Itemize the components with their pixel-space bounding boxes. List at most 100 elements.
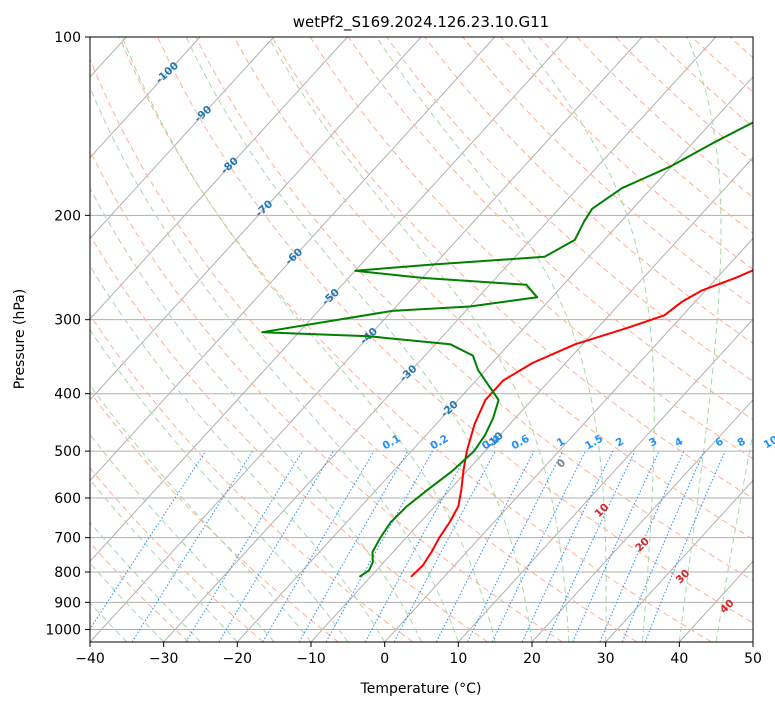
x-tick-label: −20 <box>223 651 253 667</box>
mixing-ratio-line <box>491 450 586 642</box>
mixing-ratio-label: 1 <box>555 435 567 449</box>
isotherm-line <box>90 37 348 320</box>
x-tick-label: 40 <box>670 651 688 667</box>
y-tick-label: 300 <box>54 313 81 329</box>
isotherm-line <box>752 641 753 642</box>
mixing-ratio-label: 0.6 <box>509 433 531 453</box>
moist-adiabat-line <box>121 37 496 642</box>
mixing-ratio-line <box>467 450 564 642</box>
isotherm-line <box>531 399 753 642</box>
mixing-ratio-label: 4 <box>673 435 685 449</box>
isotherm-label: -80 <box>219 155 241 177</box>
moist-adiabat-line <box>90 479 238 642</box>
dry-adiabat-line <box>653 37 753 128</box>
dry-adiabat-line <box>90 313 414 642</box>
line-labels: -100-90-80-70-60-50-40-30-20-100.1 0.2 0.4… <box>154 60 775 616</box>
dry-adiabat-line <box>309 37 753 460</box>
mixing-ratio-line <box>364 450 470 642</box>
moist-adiabat-line <box>90 264 386 642</box>
y-tick-label: 700 <box>54 531 81 547</box>
x-tick-label: −10 <box>296 651 326 667</box>
isotherm-line <box>457 318 753 642</box>
plot-frame <box>89 36 754 643</box>
isotherm-label: -100 <box>154 60 182 87</box>
mixing-ratio-label: 1.5 <box>583 433 605 453</box>
isotherm-line <box>90 37 275 240</box>
moist-adiabat-line <box>90 521 201 642</box>
dry-adiabat-line <box>195 37 753 582</box>
profile-series <box>261 121 753 578</box>
x-axis-ticks: −40 −30 −20 −10 0 10 20 30 40 50 <box>75 642 762 667</box>
isotherm-line <box>236 76 753 642</box>
dry-adiabat-line <box>691 37 753 93</box>
mixing-ratio-line <box>185 450 304 642</box>
x-tick-label: 10 <box>449 651 467 667</box>
mixing-ratio-label: 0.2 <box>428 433 450 453</box>
dry-adiabat-line <box>90 542 190 642</box>
y-tick-label: 500 <box>54 444 81 460</box>
dry-adiabat-line <box>90 149 563 642</box>
moist-adiabat-line <box>519 37 655 642</box>
isotherm-label: -20 <box>439 398 461 420</box>
x-tick-label: 0 <box>380 651 389 667</box>
y-tick-label: 400 <box>54 387 81 403</box>
dry-adiabat-line <box>90 391 339 642</box>
isotherm-line <box>163 37 717 642</box>
moist-adiabat-line <box>267 37 570 642</box>
y-tick-label: 100 <box>54 30 81 46</box>
dry-adiabat-line <box>538 37 753 234</box>
dry-adiabat-line <box>386 37 753 382</box>
mixing-ratio-line <box>90 450 207 631</box>
temperature-profile-line <box>410 269 753 578</box>
y-tick-label: 800 <box>54 565 81 581</box>
mixing-ratio-label: 6 <box>713 435 725 449</box>
isotherm-line <box>90 37 201 159</box>
moist-adiabat-line <box>90 86 459 642</box>
mixing-ratio-line <box>644 450 726 642</box>
x-tick-label: −40 <box>75 651 105 667</box>
isotherm-line <box>384 237 753 642</box>
x-tick-label: 50 <box>744 651 762 667</box>
dry-adiabat-line <box>118 37 712 642</box>
mixing-ratio-line <box>521 450 614 642</box>
moist-adiabat-line <box>185 37 533 642</box>
mixing-ratio-line <box>262 450 375 642</box>
y-tick-label: 900 <box>54 595 81 611</box>
isotherm-line <box>90 37 496 482</box>
dry-adiabat-line <box>90 234 488 642</box>
mixing-ratio-line <box>325 450 433 642</box>
moist-adiabat-label: 40 <box>718 597 737 616</box>
dry-adiabat-line <box>90 58 638 642</box>
mixing-ratio-label: 8 <box>735 435 747 449</box>
mixing-ratio-label: 3 <box>647 435 659 449</box>
dry-adiabat-line <box>233 37 753 540</box>
moist-adiabat-line <box>90 329 349 642</box>
chart-title: wetPf2_S169.2024.126.23.10.G11 <box>293 13 549 32</box>
moist-adiabat-line <box>752 639 753 642</box>
moist-adiabat-line <box>715 430 753 642</box>
dry-adiabat-line <box>157 37 753 624</box>
mixing-ratio-line <box>572 450 660 642</box>
moist-adiabat-label: 30 <box>674 567 693 586</box>
mixing-ratio-label: 10 <box>762 434 775 452</box>
mixing-ratio-line <box>435 450 535 642</box>
y-axis-label: Pressure (hPa) <box>12 289 28 389</box>
mixing-ratio-line <box>545 450 636 642</box>
moist-adiabat-line <box>90 433 275 642</box>
background-lines <box>90 37 753 642</box>
y-tick-label: 600 <box>54 491 81 507</box>
y-tick-label: 1000 <box>45 622 81 638</box>
dry-adiabat-line <box>576 37 753 198</box>
isotherm-line <box>90 37 422 401</box>
mixing-ratio-label: 0.1 <box>381 433 403 453</box>
x-tick-label: −30 <box>149 651 179 667</box>
dry-adiabat-line <box>462 37 753 307</box>
isotherm-line <box>90 37 643 642</box>
mixing-ratio-line <box>621 450 705 642</box>
mixing-ratio-line <box>218 450 334 642</box>
moist-adiabat-line <box>90 187 422 642</box>
x-tick-label: 30 <box>597 651 615 667</box>
dry-adiabat-line <box>90 467 264 642</box>
dry-adiabat-line <box>424 37 753 344</box>
